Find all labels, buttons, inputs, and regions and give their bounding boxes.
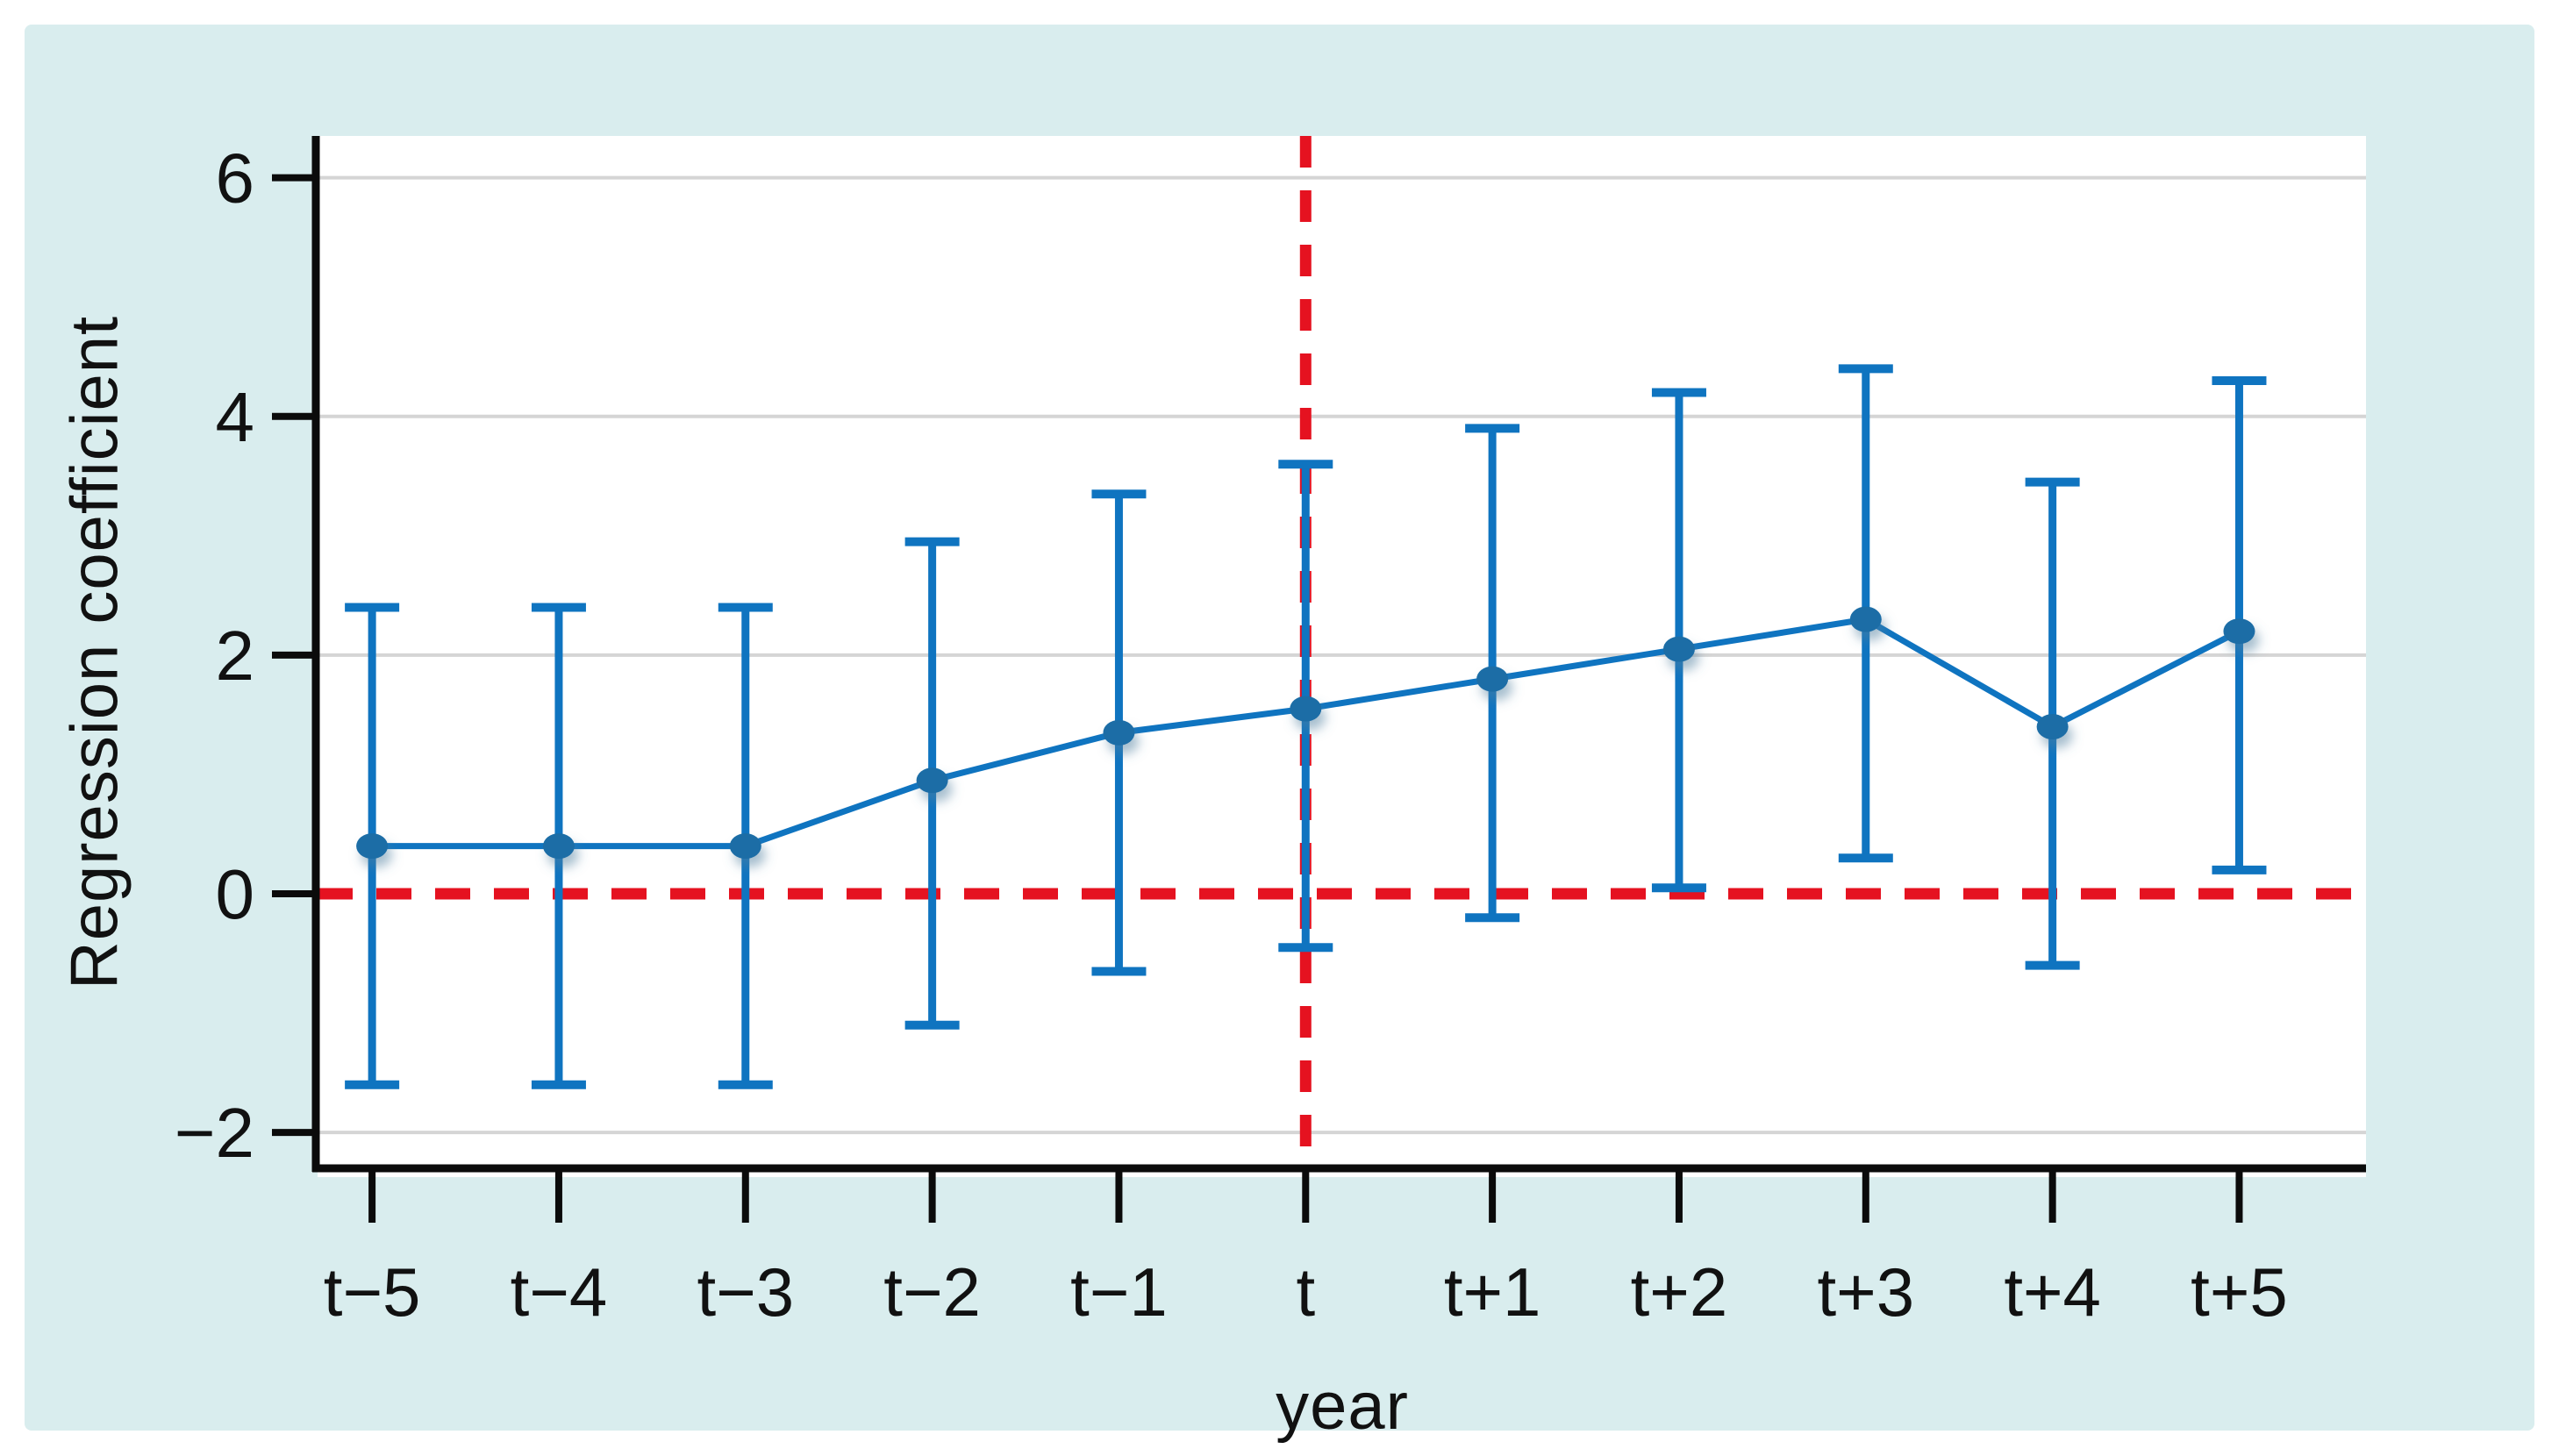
x-tick-label: t+3 [1817, 1253, 1914, 1331]
y-axis-title: Regression coefficient [57, 315, 132, 990]
x-tick-label: t+2 [1631, 1253, 1728, 1331]
x-tick-label: t+5 [2191, 1253, 2288, 1331]
x-tick-label: t−4 [511, 1253, 608, 1331]
y-tick-label: 6 [216, 139, 255, 218]
x-tick-label: t+4 [2004, 1253, 2101, 1331]
x-tick-label: t−3 [697, 1253, 794, 1331]
x-tick-label: t [1296, 1253, 1315, 1331]
x-tick-label: t−2 [883, 1253, 981, 1331]
y-tick-label: 0 [216, 855, 255, 933]
y-tick-label: 2 [216, 617, 255, 695]
y-tick-label: 4 [216, 378, 255, 456]
x-axis-title: year [1276, 1369, 1409, 1444]
x-tick-label: t−5 [324, 1253, 421, 1331]
x-tick-label: t+1 [1444, 1253, 1541, 1331]
y-tick-label: −2 [175, 1094, 254, 1172]
x-tick-label: t−1 [1070, 1253, 1168, 1331]
coefficient-point-markers [356, 606, 2255, 860]
